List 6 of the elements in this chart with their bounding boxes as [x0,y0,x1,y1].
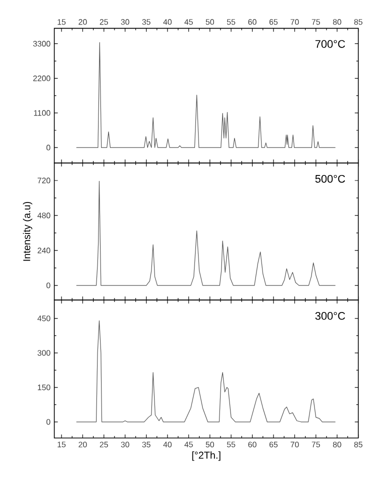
annotation: 700°C [315,40,346,48]
x-axis-title: [°2Th.] [192,451,220,461]
y-axis-title: Intensity (a.u) [22,202,32,261]
annotation: 300°C [315,312,346,320]
annotation: 500°C [315,174,346,183]
line-series [76,320,336,422]
